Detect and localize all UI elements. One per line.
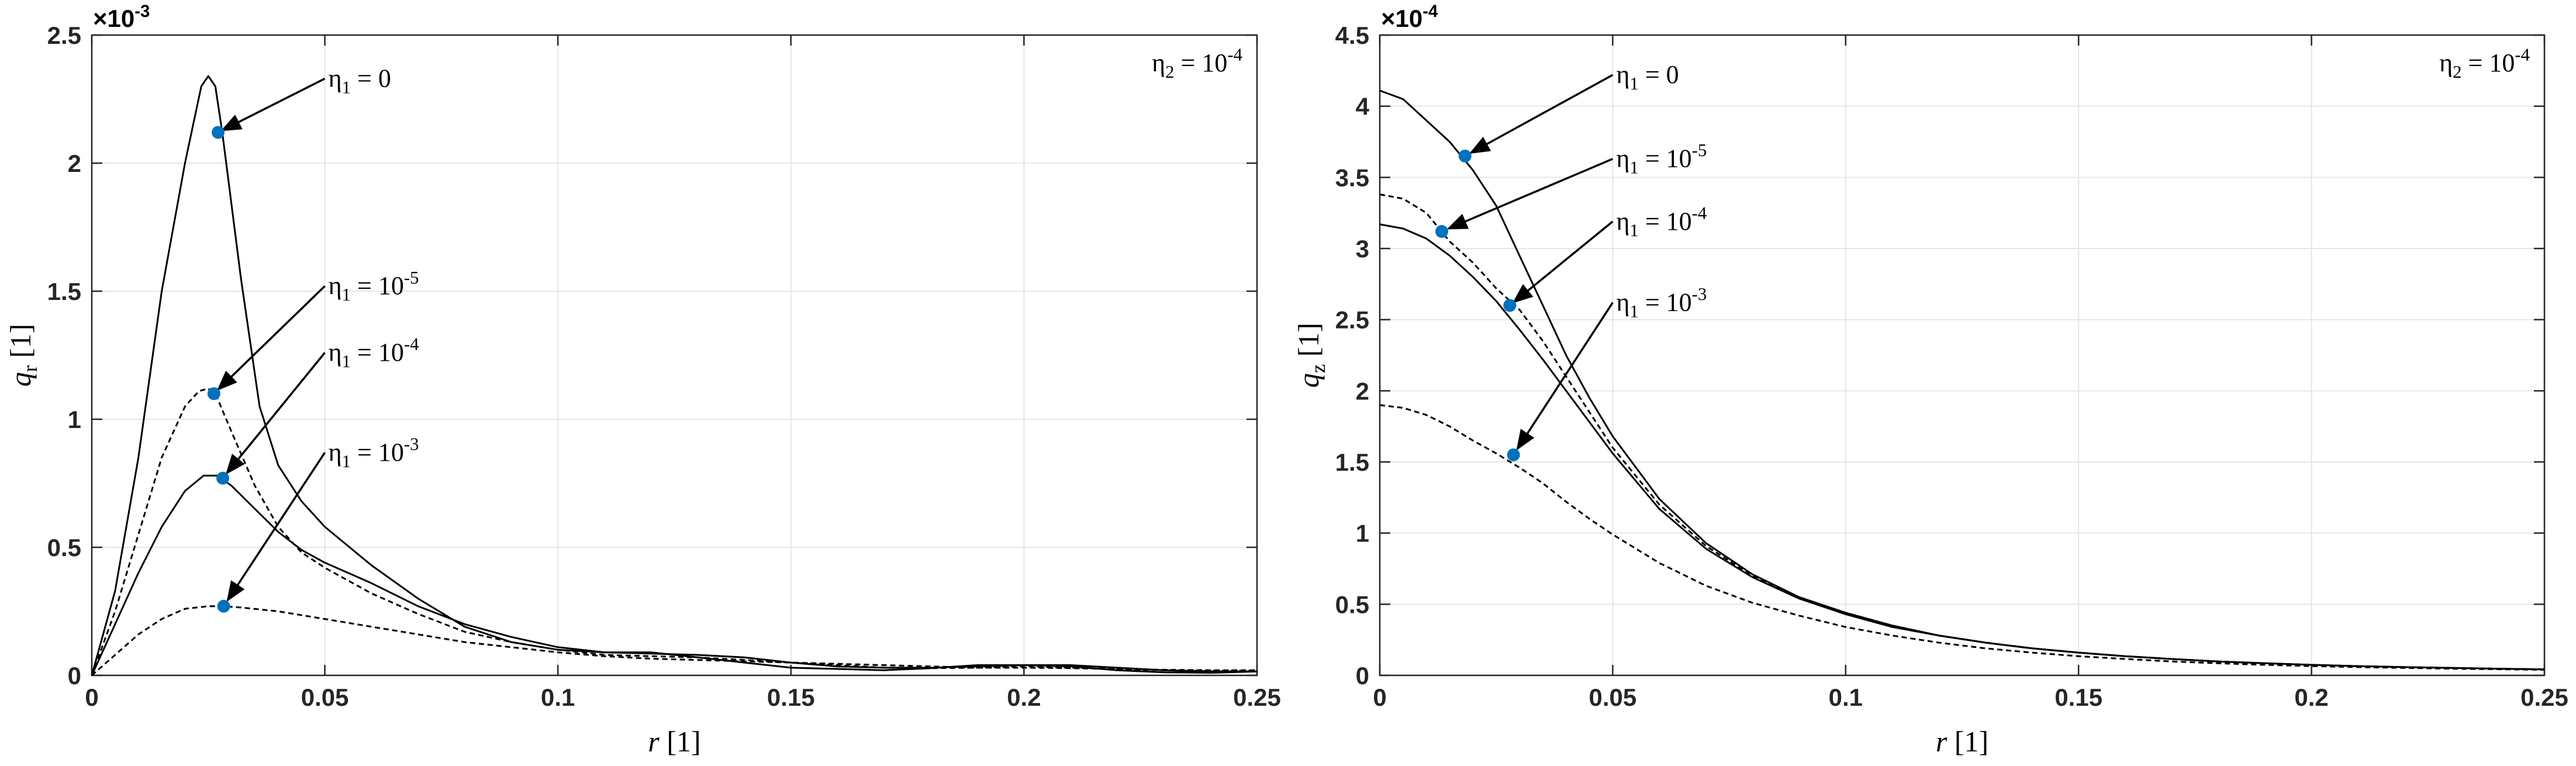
data-marker	[1507, 448, 1520, 461]
annotation-arrow	[216, 285, 326, 391]
data-marker	[212, 126, 225, 139]
x-tick-label: 0.05	[301, 684, 349, 711]
y-tick-label: 4.5	[1335, 22, 1369, 49]
parameter-note: η2 = 10-4	[1152, 45, 1242, 82]
data-marker	[1458, 149, 1472, 163]
data-marker	[1503, 299, 1517, 312]
y-tick-label: 1	[1356, 520, 1369, 547]
x-tick-label: 0.15	[2054, 684, 2102, 711]
annotation-arrow	[1469, 74, 1614, 154]
y-tick-label: 2.5	[1335, 306, 1369, 334]
data-marker	[207, 387, 220, 401]
x-tick-label: 0.1	[1829, 684, 1863, 711]
x-tick-label: 0	[1373, 684, 1386, 711]
x-tick-label: 0.1	[541, 684, 575, 711]
y-tick-label: 0	[68, 662, 81, 689]
series-line-2	[1379, 194, 2545, 671]
x-axis-label: r [1]	[648, 725, 700, 758]
annotation-label: η1 = 0	[1616, 60, 1679, 94]
annotation-label: η1 = 0	[329, 64, 391, 97]
annotation-label: η1 = 10-4	[1616, 203, 1707, 240]
y-tick-label: 1.5	[1335, 448, 1369, 476]
series-line-4	[1379, 404, 2545, 671]
annotation-arrow	[225, 352, 326, 475]
parameter-note: η2 = 10-4	[2439, 45, 2530, 82]
x-tick-label: 0.15	[767, 684, 815, 711]
axes-box	[91, 34, 1258, 677]
y-tick-label: 3	[1356, 235, 1369, 263]
annotation-label: η1 = 10-5	[329, 268, 419, 305]
plot-1: 0 0.05 0.1 0.15 0.2 0.25 0 0.5 1 1.5 2 2.5 ×10-3 r [1…	[4, 2, 1281, 758]
plot-area	[92, 35, 1257, 675]
annotation-label: η1 = 10-5	[1616, 140, 1707, 177]
annotation-arrow	[1512, 220, 1614, 303]
annotation-arrow	[226, 451, 326, 602]
data-marker	[217, 599, 230, 613]
y-tick-label: 2	[1356, 377, 1369, 405]
annotation-arrow	[1446, 158, 1614, 230]
x-tick-label: 0.2	[1007, 684, 1041, 711]
series-line-4	[91, 605, 1257, 677]
annotation-label: η1 = 10-3	[329, 434, 419, 471]
annotation-label: η1 = 10-3	[1616, 284, 1707, 321]
x-tick-label: 0	[85, 684, 98, 711]
y-exponent-label: ×10-3	[93, 2, 150, 32]
data-marker	[216, 471, 230, 485]
plot-2: 0 0.05 0.1 0.15 0.2 0.25 0 0.5 1 1.5 2 2.5 3 3.5 4 4.5 ×…	[1292, 2, 2568, 758]
x-tick-label: 0.25	[1233, 684, 1281, 711]
x-tick-label: 0.25	[2520, 684, 2568, 711]
series-line-2	[91, 387, 1257, 676]
x-tick-label: 0.05	[1589, 684, 1637, 711]
annotation-arrow	[1516, 302, 1614, 451]
y-tick-label: 4	[1356, 93, 1370, 120]
x-tick-label: 0.2	[2294, 684, 2328, 711]
y-tick-label: 0	[1356, 662, 1369, 689]
y-tick-label: 2	[68, 150, 81, 177]
y-axis-label: qr [1]	[4, 324, 42, 387]
y-tick-label: 1	[68, 406, 81, 433]
annotation-arrow	[220, 77, 326, 132]
plot-area	[1380, 35, 2544, 675]
y-tick-label: 2.5	[47, 22, 81, 49]
x-axis-label: r [1]	[1936, 725, 1988, 758]
y-tick-label: 3.5	[1335, 164, 1369, 191]
series-line-3	[1379, 223, 2545, 671]
annotation-label: η1 = 10-4	[329, 334, 419, 371]
series-line-3	[91, 474, 1257, 676]
y-exponent-label: ×10-4	[1381, 2, 1438, 32]
y-tick-label: 0.5	[1335, 591, 1369, 618]
y-tick-label: 0.5	[47, 534, 81, 561]
y-axis-label: qz [1]	[1292, 323, 1330, 388]
y-tick-label: 1.5	[47, 278, 81, 305]
data-marker	[1435, 225, 1448, 238]
axes-box	[1379, 34, 2546, 677]
